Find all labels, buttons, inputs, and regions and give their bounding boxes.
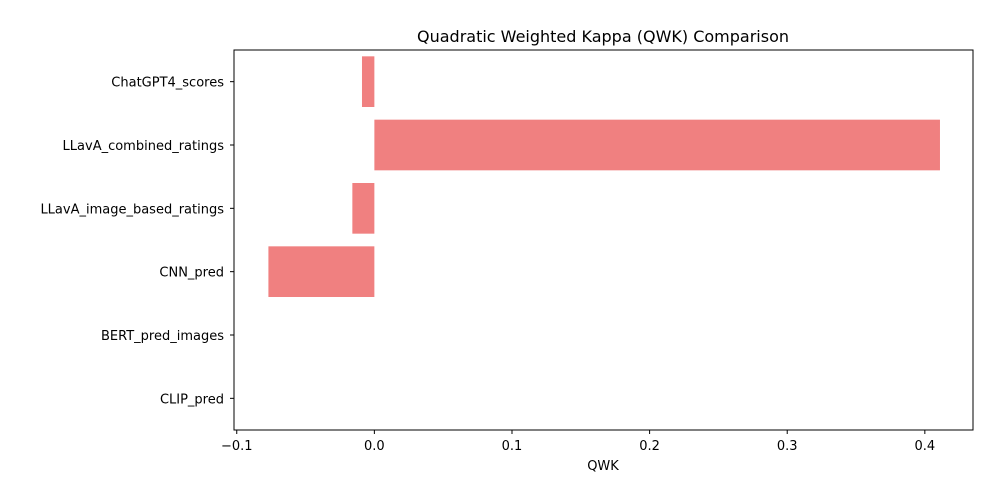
x-tick-label: 0.2 (639, 439, 660, 454)
bar-CNN_pred (268, 246, 375, 297)
y-tick-label: ChatGPT4_scores (111, 76, 224, 91)
bar-ChatGPT4_scores (361, 56, 375, 107)
chart-title: Quadratic Weighted Kappa (QWK) Compariso… (417, 27, 789, 46)
x-axis: −0.1 0.0 0.1 0.2 0.3 0.4 (221, 430, 935, 454)
x-tick-label: 0.3 (777, 439, 798, 454)
plot-frame (233, 49, 974, 431)
x-tick-label: 0.4 (914, 439, 935, 454)
y-tick-label: LLavA_image_based_ratings (40, 202, 224, 217)
x-tick-label: −0.1 (221, 439, 253, 454)
bars-group (268, 56, 940, 297)
x-tick-label: 0.0 (364, 439, 385, 454)
x-tick-label: 0.1 (502, 439, 523, 454)
bar-LLavA_image_based_ratings (352, 183, 375, 234)
y-tick-label: CNN_pred (159, 266, 224, 281)
bar-LLavA_combined_ratings (374, 119, 940, 171)
y-tick-label: LLavA_combined_ratings (63, 139, 225, 154)
y-tick-label: BERT_pred_images (101, 329, 224, 344)
y-axis: ChatGPT4_scores LLavA_combined_ratings LLa… (40, 76, 234, 407)
x-axis-title: QWK (587, 459, 619, 474)
y-tick-label: CLIP_pred (160, 392, 224, 407)
